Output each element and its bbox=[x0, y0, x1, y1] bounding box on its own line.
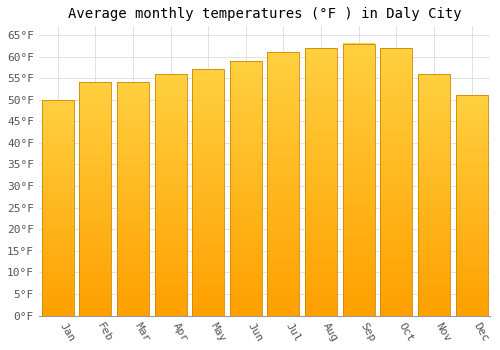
Bar bbox=[342, 43, 374, 316]
Bar bbox=[268, 52, 300, 316]
Bar bbox=[154, 74, 186, 316]
Bar bbox=[192, 69, 224, 316]
Bar bbox=[230, 61, 262, 316]
Bar bbox=[117, 83, 149, 316]
Title: Average monthly temperatures (°F ) in Daly City: Average monthly temperatures (°F ) in Da… bbox=[68, 7, 462, 21]
Bar bbox=[418, 74, 450, 316]
Bar bbox=[42, 100, 74, 316]
Bar bbox=[456, 96, 488, 316]
Bar bbox=[380, 48, 412, 316]
Bar bbox=[80, 83, 112, 316]
Bar bbox=[305, 48, 337, 316]
